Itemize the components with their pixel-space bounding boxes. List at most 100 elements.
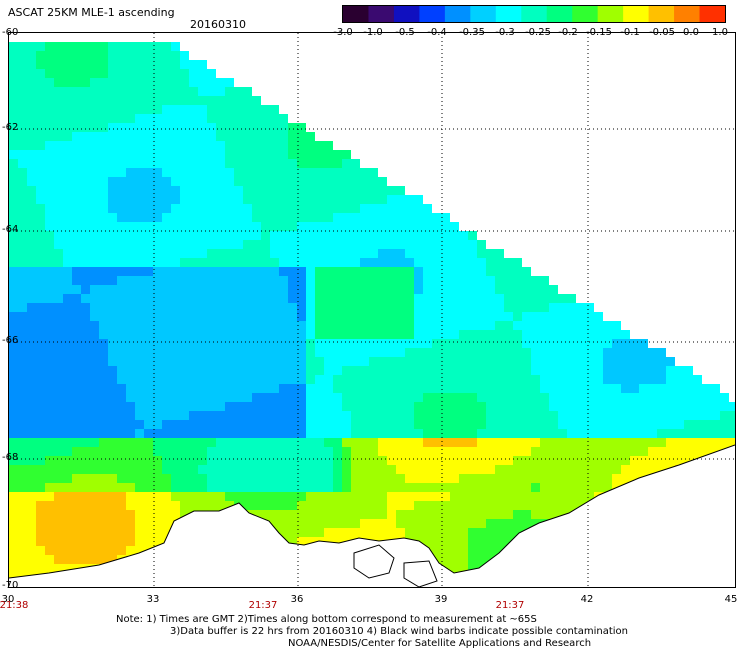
swath-cell bbox=[306, 249, 315, 258]
swath-cell bbox=[18, 528, 27, 537]
swath-cell bbox=[414, 231, 423, 240]
swath-cell bbox=[135, 267, 144, 276]
swath-cell bbox=[306, 474, 315, 483]
swath-cell bbox=[144, 366, 153, 375]
swath-cell bbox=[189, 303, 198, 312]
swath-cell bbox=[621, 339, 630, 348]
swath-cell bbox=[108, 429, 117, 438]
swath-cell bbox=[27, 384, 36, 393]
swath-cell bbox=[27, 366, 36, 375]
swath-cell bbox=[549, 447, 558, 456]
swath-cell bbox=[117, 123, 126, 132]
swath-cell bbox=[540, 321, 549, 330]
swath-cell bbox=[162, 447, 171, 456]
swath-cell bbox=[333, 312, 342, 321]
swath-cell bbox=[657, 447, 666, 456]
swath-cell bbox=[459, 474, 468, 483]
swath-cell bbox=[63, 492, 72, 501]
swath-cell bbox=[36, 510, 45, 519]
swath-cell bbox=[207, 393, 216, 402]
swath-cell bbox=[63, 321, 72, 330]
swath-cell bbox=[261, 276, 270, 285]
swath-cell bbox=[261, 159, 270, 168]
swath-cell bbox=[450, 267, 459, 276]
swath-cell bbox=[90, 168, 99, 177]
swath-cell bbox=[423, 348, 432, 357]
swath-cell bbox=[540, 465, 549, 474]
swath-cell bbox=[423, 438, 432, 447]
swath-cell bbox=[135, 339, 144, 348]
swath-cell bbox=[396, 357, 405, 366]
swath-cell bbox=[288, 312, 297, 321]
swath-cell bbox=[162, 195, 171, 204]
swath-cell bbox=[234, 105, 243, 114]
swath-cell bbox=[351, 411, 360, 420]
swath-cell bbox=[27, 294, 36, 303]
swath-cell bbox=[153, 357, 162, 366]
swath-cell bbox=[243, 132, 252, 141]
swath-cell bbox=[522, 294, 531, 303]
swath-cell bbox=[81, 69, 90, 78]
swath-cell bbox=[612, 384, 621, 393]
swath-cell bbox=[729, 438, 735, 447]
swath-cell bbox=[90, 546, 99, 555]
swath-cell bbox=[63, 330, 72, 339]
swath-cell bbox=[27, 240, 36, 249]
swath-cell bbox=[639, 420, 648, 429]
swath-cell bbox=[558, 465, 567, 474]
swath-cell bbox=[27, 141, 36, 150]
swath-cell bbox=[81, 204, 90, 213]
swath-cell bbox=[99, 87, 108, 96]
swath-cell bbox=[378, 519, 387, 528]
swath-cell bbox=[207, 141, 216, 150]
swath-cell bbox=[459, 420, 468, 429]
swath-cell bbox=[414, 285, 423, 294]
swath-cell bbox=[261, 150, 270, 159]
swath-cell bbox=[90, 114, 99, 123]
swath-cell bbox=[297, 447, 306, 456]
swath-cell bbox=[513, 294, 522, 303]
swath-cell bbox=[324, 429, 333, 438]
swath-cell bbox=[18, 483, 27, 492]
swath-cell bbox=[171, 204, 180, 213]
swath-cell bbox=[252, 258, 261, 267]
swath-cell bbox=[261, 213, 270, 222]
swath-cell bbox=[603, 429, 612, 438]
swath-cell bbox=[72, 312, 81, 321]
swath-cell bbox=[234, 96, 243, 105]
swath-cell bbox=[486, 312, 495, 321]
swath-cell bbox=[171, 222, 180, 231]
swath-cell bbox=[459, 375, 468, 384]
swath-cell bbox=[531, 483, 540, 492]
swath-cell bbox=[558, 348, 567, 357]
swath-cell bbox=[441, 501, 450, 510]
swath-cell bbox=[207, 420, 216, 429]
swath-cell bbox=[567, 330, 576, 339]
swath-cell bbox=[459, 249, 468, 258]
swath-cell bbox=[360, 258, 369, 267]
swath-cell bbox=[333, 258, 342, 267]
swath-cell bbox=[549, 510, 558, 519]
swath-cell bbox=[432, 357, 441, 366]
swath-cell bbox=[261, 321, 270, 330]
swath-cell bbox=[315, 159, 324, 168]
swath-cell bbox=[117, 465, 126, 474]
swath-cell bbox=[207, 402, 216, 411]
swath-cell bbox=[270, 195, 279, 204]
swath-cell bbox=[666, 420, 675, 429]
swath-cell bbox=[90, 465, 99, 474]
swath-cell bbox=[252, 231, 261, 240]
swath-cell bbox=[378, 312, 387, 321]
longitude-label: 30 bbox=[1, 594, 15, 605]
swath-cell bbox=[702, 402, 711, 411]
swath-cell bbox=[333, 285, 342, 294]
swath-cell bbox=[369, 276, 378, 285]
swath-cell bbox=[189, 456, 198, 465]
swath-cell bbox=[468, 276, 477, 285]
swath-cell bbox=[270, 294, 279, 303]
swath-cell bbox=[234, 321, 243, 330]
swath-cell bbox=[171, 60, 180, 69]
swath-cell bbox=[225, 276, 234, 285]
swath-cell bbox=[324, 330, 333, 339]
swath-cell bbox=[387, 249, 396, 258]
